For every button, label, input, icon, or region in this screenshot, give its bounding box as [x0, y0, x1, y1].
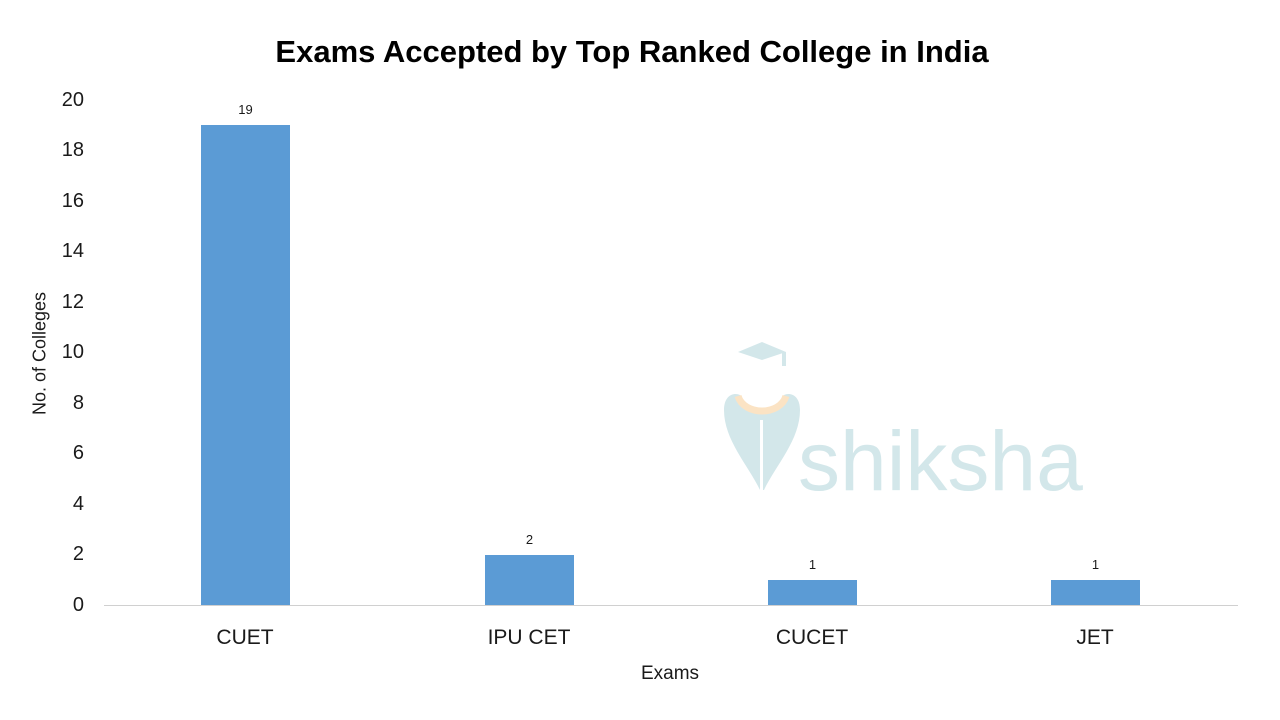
- data-label: 1: [808, 557, 817, 572]
- y-tick: 14: [61, 240, 84, 262]
- y-tick: 20: [61, 89, 84, 111]
- data-label: 1: [1091, 557, 1100, 572]
- y-axis-label: No. of Colleges: [29, 291, 50, 416]
- y-tick: 18: [61, 139, 84, 161]
- y-tick: 4: [72, 493, 84, 515]
- bar-jet: [1051, 580, 1140, 605]
- y-tick: 2: [72, 543, 84, 565]
- bar-cuet: [201, 125, 290, 605]
- x-tick: IPU CET: [487, 626, 571, 649]
- shiksha-watermark-logo: shiksha: [724, 342, 1083, 500]
- bar-ipu-cet: [485, 555, 574, 605]
- y-tick: 16: [61, 190, 84, 212]
- chart-title: Exams Accepted by Top Ranked College in …: [275, 34, 989, 69]
- watermark-text: shiksha: [798, 414, 1083, 500]
- data-label: 19: [238, 102, 253, 117]
- x-axis-label: Exams: [640, 663, 700, 684]
- x-tick: CUCET: [775, 626, 849, 649]
- x-tick: CUET: [216, 626, 274, 649]
- x-tick: JET: [1076, 626, 1114, 649]
- y-tick: 6: [72, 442, 84, 464]
- y-tick: 0: [72, 594, 84, 616]
- y-tick: 10: [61, 341, 84, 363]
- x-axis-line: [104, 605, 1238, 606]
- data-label: 2: [525, 532, 534, 547]
- y-tick: 8: [72, 392, 84, 414]
- y-tick: 12: [61, 291, 84, 313]
- bar-cucet: [768, 580, 857, 605]
